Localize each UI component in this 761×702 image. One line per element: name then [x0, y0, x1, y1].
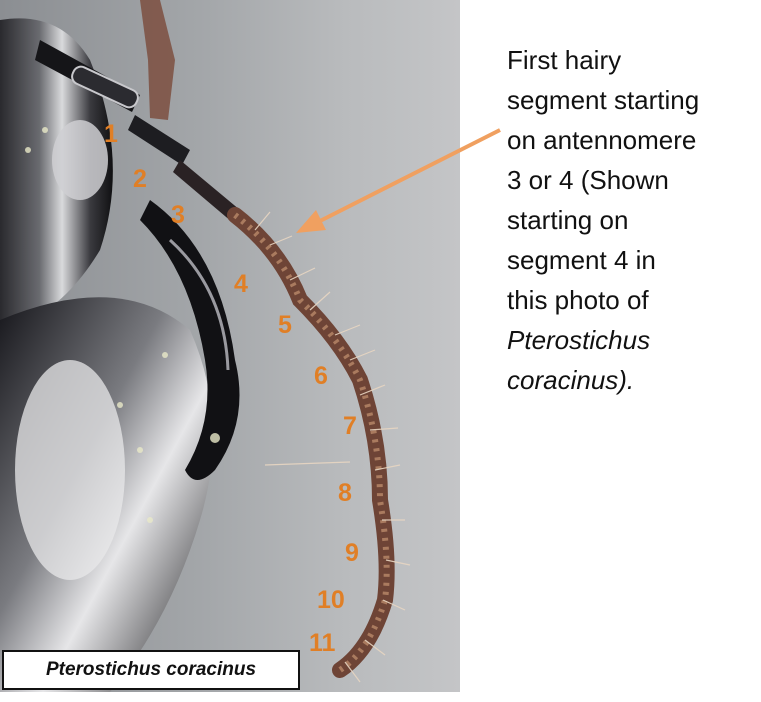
segment-label-4: 4: [234, 270, 248, 298]
segment-label-2: 2: [133, 165, 147, 193]
segment-label-5: 5: [278, 311, 292, 339]
segment-label-11: 11: [309, 629, 336, 657]
segment-label-3: 3: [171, 201, 185, 229]
annotation-line: starting on: [507, 205, 629, 235]
segment-label-1: 1: [104, 120, 118, 148]
segment-label-6: 6: [314, 362, 328, 390]
beetle-illustration: [0, 0, 411, 692]
segment-label-9: 9: [345, 539, 359, 567]
segment-label-10: 10: [317, 586, 345, 614]
annotation-line: segment starting: [507, 85, 700, 115]
annotation-line: 3 or 4 (Shown: [507, 165, 669, 195]
annotation-species-genus: Pterostichus: [507, 325, 651, 355]
segment-label-8: 8: [338, 479, 352, 507]
annotation-text: First hairy segment starting on antennom…: [507, 40, 757, 400]
annotation-species-epithet: coracinus).: [507, 365, 635, 395]
annotation-line: segment 4 in: [507, 245, 656, 275]
annotation-line: First hairy: [507, 45, 622, 75]
caption-species-name: Pterostichus coracinus: [45, 659, 257, 680]
caption-box: Pterostichus coracinus: [2, 650, 300, 690]
segment-label-7: 7: [343, 412, 357, 440]
annotation-line: on antennomere: [507, 125, 697, 155]
beetle-photo: 1 2 3 4 5 6 7 8 9 10 11: [0, 0, 460, 692]
annotation-line: this photo of: [507, 285, 649, 315]
